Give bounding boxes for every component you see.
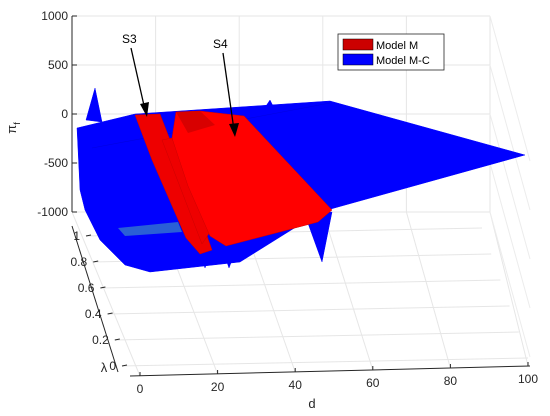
grid-side-z-3: [489, 162, 531, 309]
z-tick-label-3: -500: [44, 156, 68, 170]
grid-line-y-0: [121, 357, 529, 367]
legend-swatch-model-m: [342, 38, 374, 51]
grid-floor-x-0: [71, 211, 141, 377]
legend-label-model-m-c: Model M-C: [376, 55, 430, 67]
y-tick-mark-5: [85, 234, 92, 237]
y-tick-label-0: 0: [109, 359, 116, 373]
y-tick-label-1: 0.2: [92, 333, 109, 347]
x-tick-label-5: 100: [518, 372, 538, 386]
legend: Model M Model M-C: [337, 33, 445, 71]
x-axis-ticks: 0 20 40 60 80 100: [137, 362, 538, 396]
annotation-s3: S3: [122, 32, 149, 117]
x-tick-label-3: 60: [366, 376, 380, 390]
y-tick-mark-4: [93, 260, 99, 263]
grid-line-y-2: [107, 305, 510, 315]
model-m-c-left-spike: [85, 87, 103, 123]
series-model-m-surface: [134, 110, 333, 255]
y-axis-ticks: 00.2 0.4 0.6 0.8 1: [71, 229, 128, 373]
annotation-s4-label: S4: [213, 37, 228, 51]
legend-label-model-m: Model M: [376, 40, 418, 52]
annotation-s4: S4: [213, 37, 239, 137]
grid-side-z-2: [489, 113, 531, 260]
x-axis-label: d: [308, 396, 315, 411]
grid-line-y-1: [114, 331, 519, 341]
y-tick-label-3: 0.6: [78, 281, 95, 295]
y-tick-label-4: 0.8: [71, 255, 88, 269]
model-m-band-s4-shade: [176, 111, 215, 133]
z-axis-label-sub: f: [12, 122, 22, 125]
z-tick-label-4: -1000: [37, 205, 68, 219]
annotation-s3-arrow: [130, 47, 146, 111]
grid-line-y-3: [100, 279, 501, 289]
z-axis-ticks: 1000 500 0 -500 -1000: [37, 9, 77, 219]
model-m-c-right-spike: [261, 99, 279, 117]
grid-floor-x-4: [405, 211, 451, 369]
y-axis-label: λ: [101, 360, 108, 375]
y-axis-line: [71, 225, 119, 373]
z-tick-label-1: 500: [48, 58, 68, 72]
annotation-s3-arrowhead: [140, 102, 149, 117]
z-axis-label: πf: [4, 122, 22, 134]
y-tick-mark-1: [114, 338, 120, 341]
z-tick-label-2: 0: [61, 107, 68, 121]
grid-side-z-1: [489, 64, 531, 211]
svg-text:πf: πf: [4, 122, 22, 134]
y-tick-label-5: 1: [73, 229, 80, 243]
z-tick-label-0: 1000: [41, 9, 68, 23]
x-axis-line: [129, 365, 531, 377]
grid-floor-x-5: [489, 211, 529, 367]
x-tick-label-4: 80: [444, 374, 458, 388]
legend-swatch-model-m-c: [342, 53, 374, 66]
y-tick-label-2: 0.4: [85, 307, 102, 321]
annotation-s3-label: S3: [122, 32, 137, 46]
grid-floor-x-3: [322, 211, 374, 371]
y-tick-mark-0: [121, 364, 128, 367]
grid-side-z-0: [489, 15, 531, 162]
model-m-c-tail-sliver: [118, 222, 182, 236]
annotation-s4-arrow: [222, 52, 235, 131]
model-m-band-s4: [171, 110, 333, 247]
x-tick-label-1: 20: [211, 380, 225, 394]
annotation-s4-arrowhead: [229, 123, 239, 137]
x-tick-label-2: 40: [289, 378, 303, 392]
y-tick-mark-2: [107, 312, 113, 315]
z-axis-label-main: π: [4, 125, 19, 134]
y-tick-mark-3: [100, 286, 106, 289]
x-tick-label-0: 0: [137, 382, 144, 396]
grid-side-z-4: [489, 211, 531, 358]
